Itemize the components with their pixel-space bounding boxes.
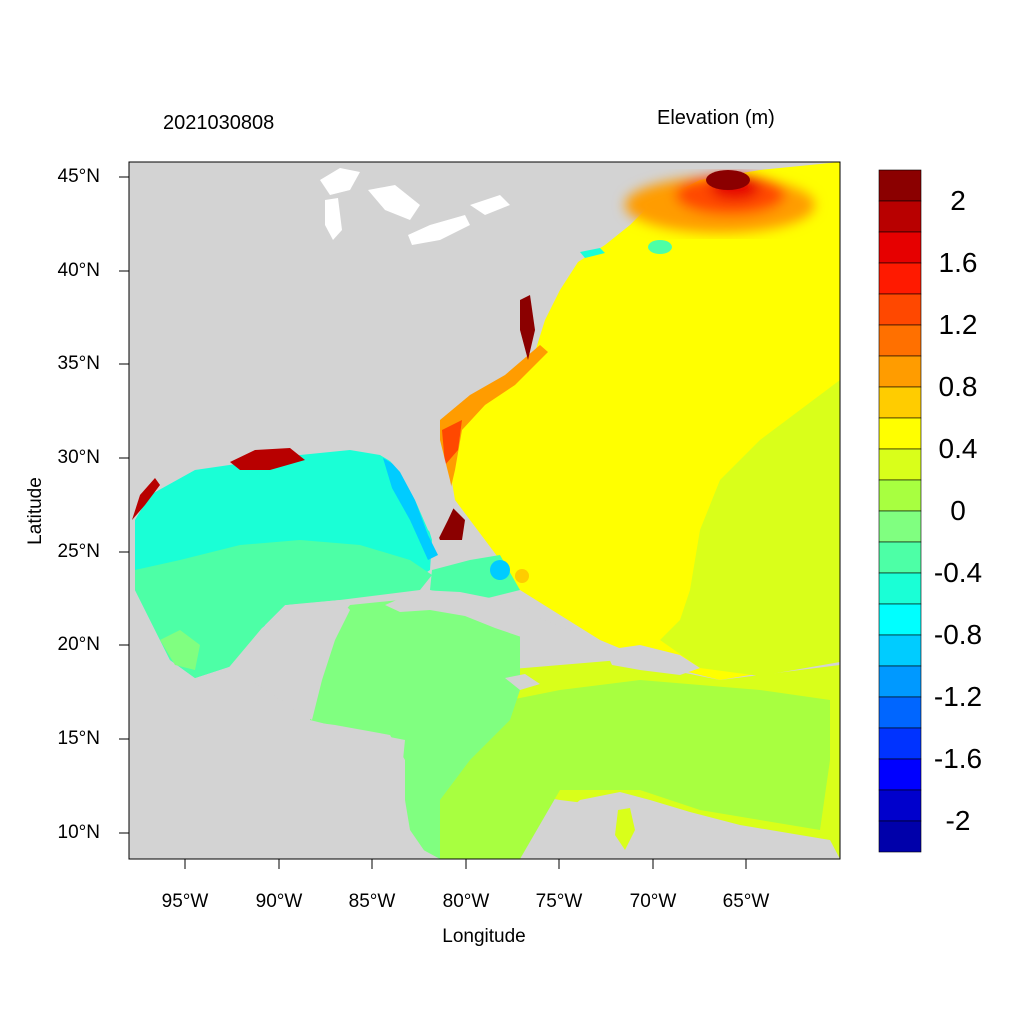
florida-west-shelf <box>383 458 438 560</box>
y-tick-label: 15°N <box>57 728 100 749</box>
long-island-sound <box>580 248 605 258</box>
colorbar-swatch <box>878 758 922 791</box>
colorbar-swatch <box>878 417 922 450</box>
caribbean-west <box>310 600 520 859</box>
colorbar-label: 0.4 <box>938 433 978 464</box>
louisiana-coast-surge <box>230 448 305 470</box>
bay-of-campeche <box>160 630 200 670</box>
colorbar-label: 0 <box>950 495 966 526</box>
colorbar-swatch <box>878 293 922 326</box>
colorbar-swatch <box>878 355 922 388</box>
colorbar-label: 0.8 <box>938 371 978 402</box>
colorbar-swatch <box>878 386 922 419</box>
x-tick-label: 70°W <box>629 891 677 912</box>
x-tick-label: 80°W <box>442 891 490 912</box>
florida-peninsula <box>380 440 455 540</box>
y-tick-label: 10°N <box>57 822 100 843</box>
caribbean-central <box>405 680 830 859</box>
colorbar-label: -0.4 <box>933 557 983 588</box>
colorbar-label: 1.2 <box>938 309 978 340</box>
colorbar-swatch <box>878 603 922 636</box>
colorbar-swatch <box>878 479 922 512</box>
colorbar-swatch <box>878 572 922 605</box>
bahamas-high <box>515 569 529 583</box>
georgia-surge <box>442 420 462 465</box>
colorbar-label: -1.6 <box>933 743 983 774</box>
colorbar-swatch <box>878 200 922 233</box>
jamaica <box>505 674 540 690</box>
colorbar-label: 1.6 <box>938 247 978 278</box>
colorbar-swatch <box>878 169 922 202</box>
texas-coast-surge <box>132 478 160 520</box>
central-america <box>129 680 430 859</box>
y-tick-label: 20°N <box>57 634 100 655</box>
y-tick-label: 40°N <box>57 260 100 281</box>
y-axis-label: Latitude <box>25 477 46 545</box>
south-america <box>525 792 840 859</box>
hispaniola <box>605 645 700 675</box>
map-area <box>129 162 840 859</box>
colorbar-label: 2 <box>950 185 966 216</box>
colorbar-swatch <box>878 727 922 760</box>
colorbar-swatch <box>878 231 922 264</box>
y-tick-label: 25°N <box>57 541 100 562</box>
cuba <box>385 590 600 650</box>
plot-frame <box>128 161 841 860</box>
x-tick-label: 65°W <box>722 891 770 912</box>
x-tick-label: 75°W <box>535 891 583 912</box>
colorbar-swatch <box>878 510 922 543</box>
yucatan <box>220 600 350 720</box>
colorbar-swatch <box>878 262 922 295</box>
bay-of-fundy-peak <box>706 170 750 190</box>
colorbar-swatch <box>878 696 922 729</box>
georges-bank-low <box>648 240 672 254</box>
y-tick-label: 35°N <box>57 353 100 374</box>
x-tick-label: 85°W <box>348 891 396 912</box>
gulf-of-maine-surge <box>625 175 815 233</box>
colorbar-swatch <box>878 789 922 822</box>
date-title: 2021030808 <box>163 112 275 134</box>
variable-title: Elevation (m) <box>657 107 775 129</box>
atlantic-southeast <box>660 380 840 676</box>
great-lakes <box>320 168 510 245</box>
y-tick-label: 30°N <box>57 447 100 468</box>
x-tick-label: 90°W <box>255 891 303 912</box>
colorbar-swatch <box>878 324 922 357</box>
colorbar-swatch <box>878 820 922 853</box>
colorbar-label: -0.8 <box>933 619 983 650</box>
colorbar-label: -2 <box>945 805 971 836</box>
axis-ticks <box>119 176 747 869</box>
x-axis-label: Longitude <box>442 926 526 947</box>
colorbar <box>878 169 922 853</box>
gulf-southern-shelf <box>135 540 432 678</box>
lake-maracaibo <box>615 808 635 850</box>
colorbar-swatch <box>878 541 922 574</box>
colorbar-swatch <box>878 665 922 698</box>
colorbar-swatch <box>878 634 922 667</box>
colorbar-label: -1.2 <box>933 681 983 712</box>
colorbar-swatch <box>878 448 922 481</box>
x-tick-label: 95°W <box>161 891 209 912</box>
y-tick-label: 45°N <box>57 166 100 187</box>
bahamas-depression <box>490 560 510 580</box>
chesapeake-surge <box>520 295 535 360</box>
